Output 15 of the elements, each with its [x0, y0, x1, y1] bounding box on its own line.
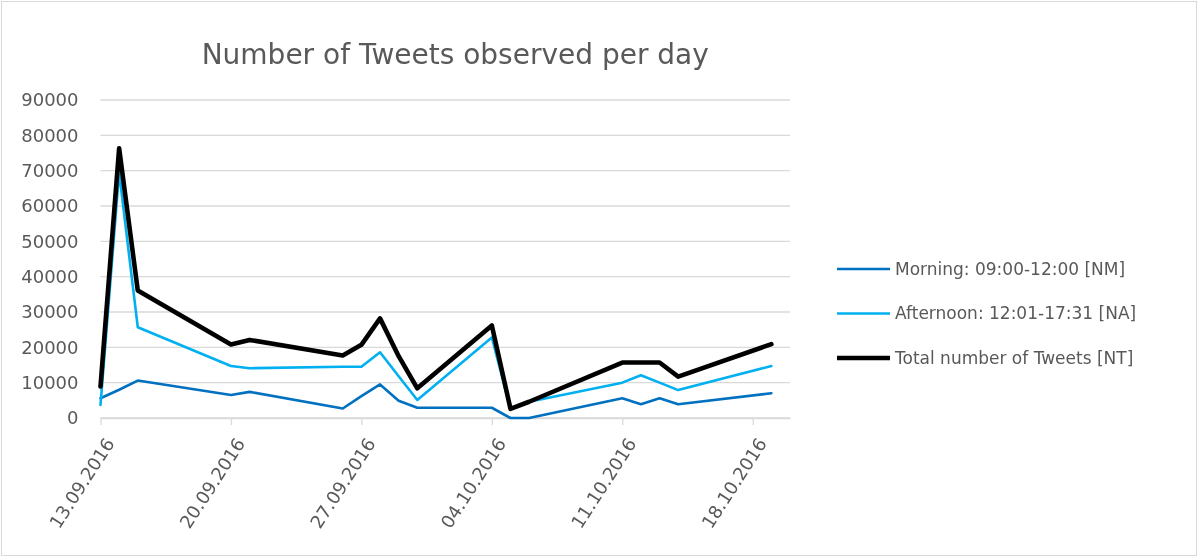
y-tick-label: 60000 [21, 195, 79, 217]
line-series [99, 379, 773, 420]
legend-label: Total number of Tweets [NT] [894, 347, 1134, 368]
y-tick-label: 50000 [21, 230, 79, 252]
legend-label: Afternoon: 12:01-17:31 [NA] [895, 303, 1137, 324]
y-tick-label: 0 [67, 407, 79, 429]
y-tick-label: 30000 [21, 301, 79, 323]
chart-title: Number of Tweets observed per day [201, 38, 709, 71]
y-tick-label: 40000 [21, 265, 79, 287]
y-tick-label: 80000 [21, 124, 79, 146]
y-tick-label: 70000 [21, 159, 79, 181]
legend-label: Morning: 09:00-12:00 [NM] [895, 258, 1126, 279]
y-tick-label: 90000 [21, 89, 79, 111]
y-tick-label: 20000 [21, 336, 79, 358]
y-tick-label: 10000 [21, 371, 79, 393]
